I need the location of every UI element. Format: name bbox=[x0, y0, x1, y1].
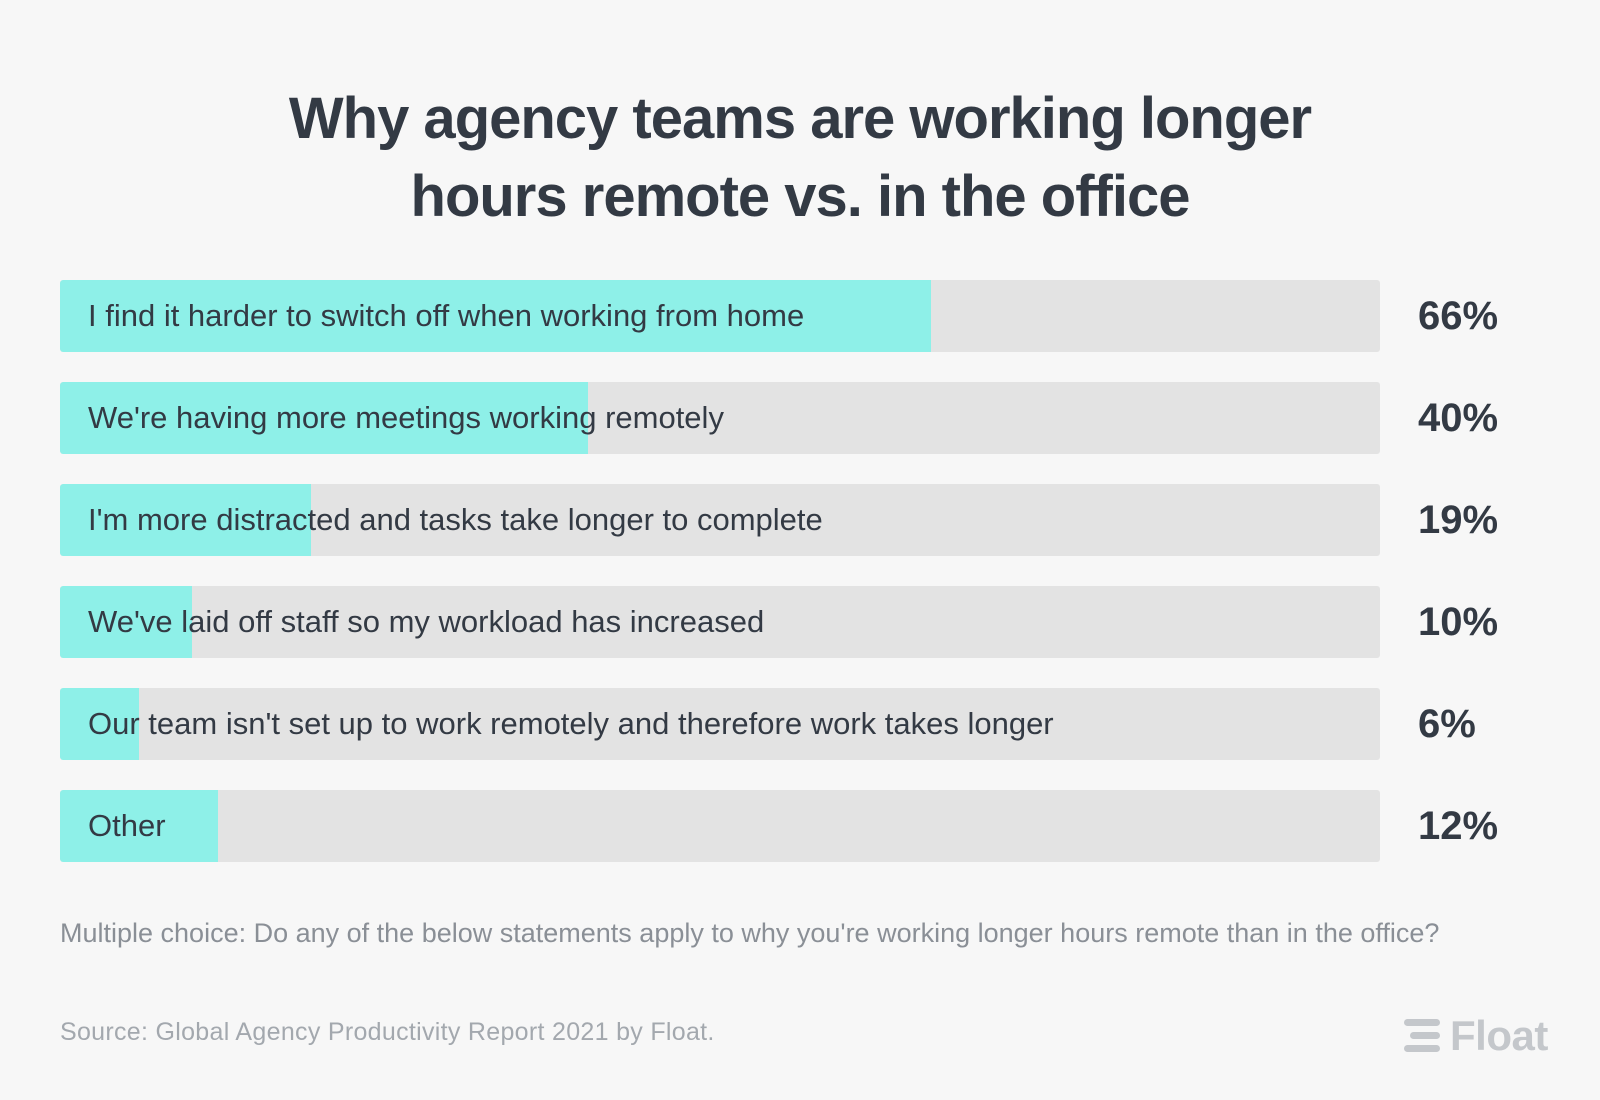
bar-fill bbox=[60, 382, 588, 454]
source-note: Source: Global Agency Productivity Repor… bbox=[60, 1018, 715, 1046]
bar-value-label: 12% bbox=[1418, 804, 1499, 848]
bar-label: I find it harder to switch off when work… bbox=[88, 298, 805, 333]
chart-title: Why agency teams are working longer hour… bbox=[0, 80, 1600, 236]
bar-label: We've laid off staff so my workload has … bbox=[88, 604, 765, 639]
bar-label: I'm more distracted and tasks take longe… bbox=[88, 502, 823, 537]
survey-question: Multiple choice: Do any of the below sta… bbox=[60, 918, 1440, 948]
bar-value-label: 40% bbox=[1418, 396, 1499, 440]
bar-track: We've laid off staff so my workload has … bbox=[60, 586, 1380, 658]
bar-fill bbox=[60, 790, 219, 862]
bar-label: We're having more meetings working remot… bbox=[88, 400, 724, 435]
bar-value-label: 6% bbox=[1418, 702, 1476, 746]
bar-value-label: 10% bbox=[1418, 600, 1499, 644]
bar-track: Other bbox=[60, 790, 1380, 862]
bar-row: We're having more meetings working remot… bbox=[60, 382, 1520, 454]
float-logo-text: Float bbox=[1450, 1012, 1548, 1059]
chart-title-line-1: Why agency teams are working longer bbox=[288, 86, 1312, 151]
bar-row: I'm more distracted and tasks take longe… bbox=[60, 484, 1520, 556]
bar-label: Our team isn't set up to work remotely a… bbox=[88, 706, 1054, 741]
bar-label: Other bbox=[88, 808, 166, 843]
bar-value-label: 66% bbox=[1418, 294, 1499, 338]
bar-fill bbox=[60, 484, 311, 556]
bar-track: I'm more distracted and tasks take longe… bbox=[60, 484, 1380, 556]
bar-track: We're having more meetings working remot… bbox=[60, 382, 1380, 454]
bar-row: I find it harder to switch off when work… bbox=[60, 280, 1520, 352]
bar-row: We've laid off staff so my workload has … bbox=[60, 586, 1520, 658]
bar-value-label: 19% bbox=[1418, 498, 1499, 542]
bar-fill bbox=[60, 688, 140, 760]
bar-fill bbox=[60, 586, 192, 658]
bar-fill bbox=[60, 280, 932, 352]
bar-track: Our team isn't set up to work remotely a… bbox=[60, 688, 1380, 760]
chart-title-line-2: hours remote vs. in the office bbox=[410, 164, 1191, 229]
float-logo: Float bbox=[1404, 1012, 1548, 1059]
bar-row: Our team isn't set up to work remotely a… bbox=[60, 688, 1520, 760]
float-logo-icon bbox=[1404, 1019, 1440, 1052]
bar-row: Other 12% bbox=[60, 790, 1520, 862]
bar-track: I find it harder to switch off when work… bbox=[60, 280, 1380, 352]
